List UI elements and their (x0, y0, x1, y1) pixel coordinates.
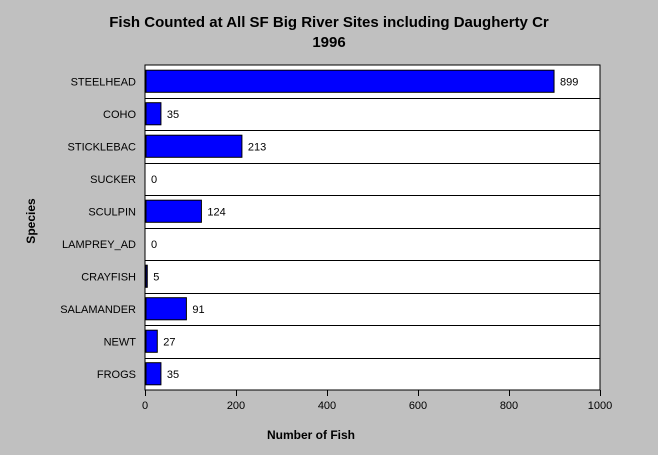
bar-frogs (145, 362, 162, 386)
category-label: SCULPIN (88, 206, 136, 218)
bar-newt (145, 329, 158, 353)
x-tick-label: 600 (409, 400, 427, 412)
category-labels: STEELHEAD COHO STICKLEBAC SUCKER SCULPIN LAMP… (60, 76, 136, 381)
category-label: SUCKER (90, 174, 136, 186)
bar-sticklebac (145, 134, 243, 158)
x-tick-label: 200 (227, 400, 245, 412)
value-labels: 899 35 213 0 124 0 5 91 27 35 (151, 76, 578, 381)
value-label: 213 (248, 141, 266, 153)
bar-sculpin (145, 199, 202, 223)
value-label: 27 (163, 336, 175, 348)
category-label: CRAYFISH (81, 271, 136, 283)
value-label: 91 (192, 304, 204, 316)
x-tick-label: 800 (500, 400, 518, 412)
x-axis-ticks: 0 200 400 600 800 1000 (142, 390, 612, 412)
value-label: 35 (167, 369, 179, 381)
bars-group (145, 69, 555, 386)
x-axis-title: Number of Fish (267, 428, 355, 442)
category-label: FROGS (97, 369, 136, 381)
value-label: 899 (560, 76, 578, 88)
category-label: STICKLEBAC (68, 141, 137, 153)
bar-crayfish (145, 264, 148, 288)
x-tick-label: 0 (142, 400, 148, 412)
y-axis-title: Species (24, 198, 38, 244)
bar-salamander (145, 297, 187, 321)
value-label: 35 (167, 109, 179, 121)
x-tick-label: 400 (318, 400, 336, 412)
chart-subtitle: 1996 (312, 34, 345, 51)
x-tick-label: 1000 (588, 400, 612, 412)
bar-coho (145, 102, 162, 126)
category-label: LAMPREY_AD (62, 239, 136, 251)
bar-steelhead (145, 69, 555, 93)
value-label: 0 (151, 239, 157, 251)
chart-title: Fish Counted at All SF Big River Sites i… (109, 14, 549, 31)
plot-area (144, 64, 601, 391)
category-label: COHO (103, 109, 136, 121)
value-label: 5 (153, 271, 159, 283)
category-label: SALAMANDER (60, 304, 136, 316)
value-label: 124 (207, 206, 225, 218)
value-label: 0 (151, 174, 157, 186)
category-separators (145, 98, 600, 359)
category-label: NEWT (104, 336, 137, 348)
category-label: STEELHEAD (71, 76, 136, 88)
